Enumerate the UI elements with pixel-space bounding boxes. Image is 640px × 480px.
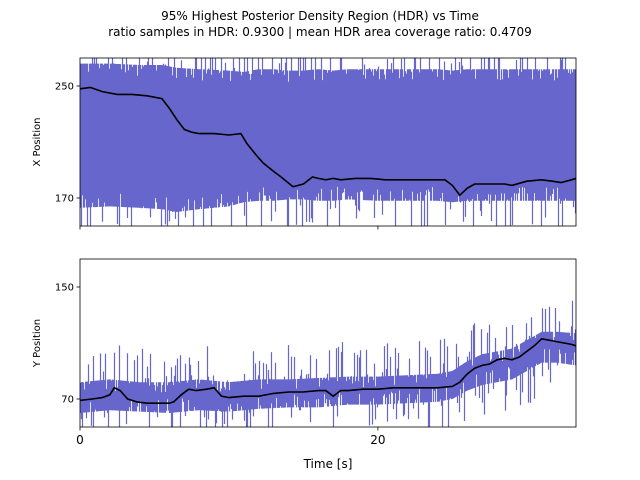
- hdr-band-spikes: [80, 58, 576, 226]
- y-tick-label: 70: [61, 395, 74, 406]
- hdr-band: [80, 58, 576, 226]
- y-position-panel: 70 150 0 20 Y Position Time [s]: [32, 258, 577, 471]
- hdr-band: [80, 300, 576, 427]
- y-tick-label: 170: [55, 194, 74, 205]
- x-axis-label: Time [s]: [303, 457, 353, 471]
- y-tick-label: 150: [55, 283, 74, 294]
- axes-frame: [79, 57, 577, 227]
- x-tick-label: 20: [370, 433, 385, 447]
- y-tick-label: 250: [55, 82, 74, 93]
- trajectory-line: [80, 337, 576, 404]
- hdr-band-spikes: [80, 300, 576, 427]
- chart-title-line1: 95% Highest Posterior Density Region (HD…: [161, 9, 479, 23]
- trajectory-line: [80, 86, 576, 197]
- y-axis-label: Y Position: [32, 319, 43, 368]
- x-tick-label: 0: [76, 433, 84, 447]
- axes-frame: [79, 258, 577, 428]
- x-position-panel: 170 250 X Position: [32, 57, 577, 230]
- chart-title-line2: ratio samples in HDR: 0.9300 | mean HDR …: [108, 25, 532, 39]
- y-axis-label: X Position: [32, 118, 43, 167]
